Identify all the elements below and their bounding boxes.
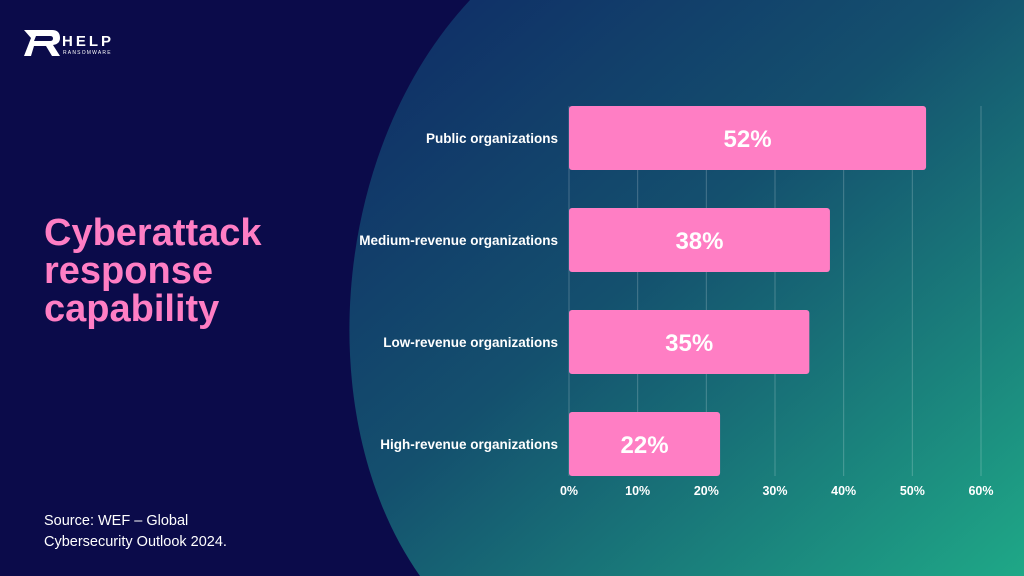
bar (569, 208, 830, 272)
x-tick-label: 0% (560, 484, 578, 498)
bar (569, 310, 810, 374)
x-tick-label: 20% (694, 484, 719, 498)
logo-r-mark-icon (24, 30, 60, 56)
data-label: 22% (621, 432, 669, 459)
data-label: 38% (675, 228, 723, 255)
data-label: 35% (665, 330, 713, 357)
brand-logo: HELP RANSOMWARE (22, 26, 142, 62)
category-label: Medium-revenue organizations (359, 233, 558, 248)
logo-tagline-text: RANSOMWARE (63, 50, 112, 56)
bar (569, 412, 721, 476)
data-label: 52% (724, 126, 772, 153)
x-tick-label: 40% (831, 484, 856, 498)
x-tick-label: 50% (900, 484, 925, 498)
source-note: Source: WEF – Global Cybersecurity Outlo… (44, 513, 227, 550)
x-tick-label: 10% (625, 484, 650, 498)
category-label: Low-revenue organizations (383, 335, 558, 350)
category-label: Public organizations (426, 131, 558, 146)
page-title: Cyberattack response capability (44, 212, 262, 330)
bar (569, 106, 927, 170)
category-label: High-revenue organizations (380, 437, 558, 452)
x-tick-label: 30% (762, 484, 787, 498)
logo-help-text: HELP (62, 33, 114, 50)
x-tick-label: 60% (968, 484, 993, 498)
